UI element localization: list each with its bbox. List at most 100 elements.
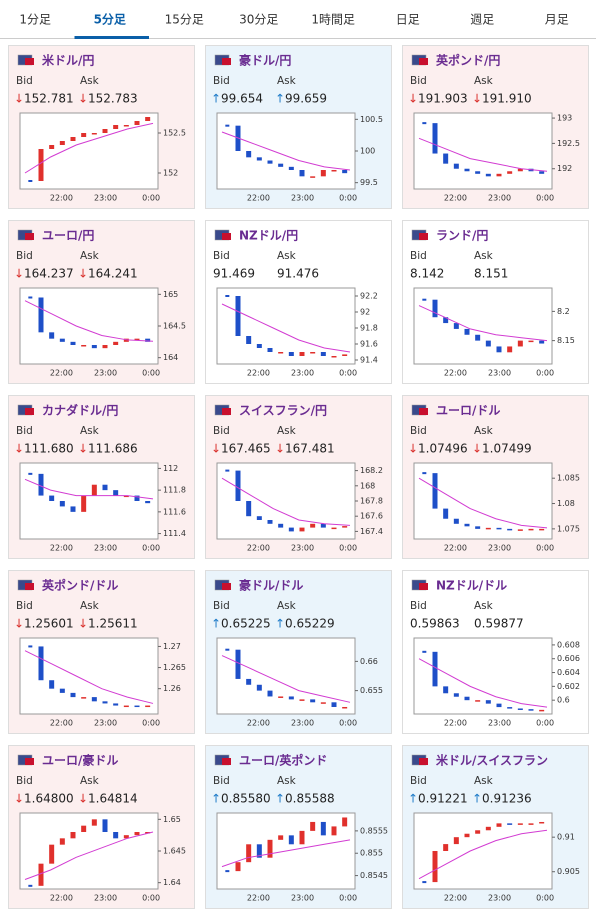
candle [235, 862, 241, 872]
bid-value: 111.680 [24, 442, 74, 456]
tab[interactable]: 1時間足 [311, 13, 355, 27]
tab[interactable]: 日足 [396, 13, 420, 27]
candle [278, 696, 284, 698]
pair-name: ユーロ/豪ドル [42, 753, 118, 768]
ask-arrow: ↓ [275, 442, 285, 456]
bid-value: 1.64800 [24, 792, 74, 806]
candle [517, 529, 523, 531]
ask-value: 8.151 [474, 267, 508, 281]
candle [453, 518, 459, 524]
candle [113, 125, 119, 129]
x-tick-label: 23:00 [488, 894, 511, 903]
candle [507, 707, 513, 709]
candle [443, 317, 449, 324]
y-tick-label: 100 [360, 147, 375, 156]
tab[interactable]: 30分足 [239, 13, 278, 27]
candle [475, 700, 481, 702]
pair-name: ユーロ/円 [42, 229, 94, 243]
candle [331, 170, 337, 172]
tab[interactable]: 週足 [470, 13, 494, 27]
candle [256, 157, 262, 161]
y-tick-label: 0.91 [557, 833, 575, 842]
candle [38, 297, 44, 333]
candle [91, 345, 97, 349]
candle [81, 697, 87, 699]
x-tick-label: 22:00 [50, 894, 73, 903]
candle [443, 153, 449, 164]
candle [485, 340, 491, 347]
y-tick-label: 0.608 [557, 640, 580, 649]
y-tick-label: 168.2 [360, 466, 383, 475]
flag [419, 408, 428, 415]
candle [59, 838, 65, 845]
tab[interactable]: 5分足 [94, 12, 126, 27]
moving-average [418, 658, 548, 708]
bid-label: Bid [16, 600, 33, 612]
candle [453, 163, 459, 169]
ask-label: Ask [80, 425, 100, 437]
x-tick-label: 0:00 [536, 544, 554, 553]
bid-value: 0.91221 [418, 792, 468, 806]
ask-arrow: ↑ [275, 617, 285, 631]
tab[interactable]: 月足 [545, 13, 569, 27]
candle [113, 832, 119, 839]
bid-label: Bid [410, 250, 427, 262]
y-tick-label: 0.8555 [360, 826, 388, 835]
candle [310, 176, 316, 178]
x-tick-label: 22:00 [50, 544, 73, 553]
candle [464, 833, 470, 838]
pair-name: ユーロ/ドル [436, 404, 500, 418]
candle [123, 705, 129, 708]
candle [134, 121, 140, 125]
candle [102, 819, 108, 832]
moving-average [221, 477, 351, 526]
x-tick-label: 23:00 [488, 719, 511, 728]
candle [134, 495, 140, 501]
candle [485, 527, 491, 530]
candle [145, 117, 151, 121]
candle [278, 163, 284, 167]
x-tick-label: 0:00 [339, 719, 357, 728]
bid-arrow: ↓ [14, 442, 24, 456]
candle [49, 680, 55, 689]
candle [145, 705, 151, 708]
y-tick-label: 8.15 [557, 336, 575, 345]
pair-name: 米ドル/スイスフラン [436, 753, 548, 768]
x-tick-label: 22:00 [444, 194, 467, 203]
x-tick-label: 0:00 [536, 894, 554, 903]
rate-panel[interactable]: NZドル/円 Bid Ask 91.469 91.476 91.4 91.6 91.8 92 92… [205, 220, 392, 384]
rate-panel[interactable]: ランド/円 Bid Ask 8.142 8.151 8.15 8.2 22:00 23:00 0:… [402, 220, 589, 384]
candle [528, 709, 534, 711]
candle [443, 844, 449, 851]
candle [102, 129, 108, 133]
candle [320, 170, 326, 177]
moving-average [24, 478, 154, 500]
ask-value: 167.481 [285, 442, 335, 456]
y-tick-label: 100.5 [360, 115, 383, 124]
tab[interactable]: 15分足 [165, 13, 204, 27]
candle [134, 338, 140, 341]
bid-arrow: ↑ [211, 92, 221, 106]
ask-value: 99.659 [285, 92, 327, 106]
y-tick-label: 167.6 [360, 512, 383, 521]
rate-panel[interactable]: NZドル/ドル Bid Ask 0.59863 0.59877 0.6 0.602 0.604… [402, 570, 589, 734]
candle [246, 678, 252, 685]
moving-average [24, 650, 154, 704]
candle [539, 171, 545, 174]
y-tick-label: 0.602 [557, 682, 580, 691]
tab[interactable]: 1分足 [19, 13, 51, 27]
bid-arrow: ↓ [211, 442, 221, 456]
bid-arrow: ↓ [14, 267, 24, 281]
